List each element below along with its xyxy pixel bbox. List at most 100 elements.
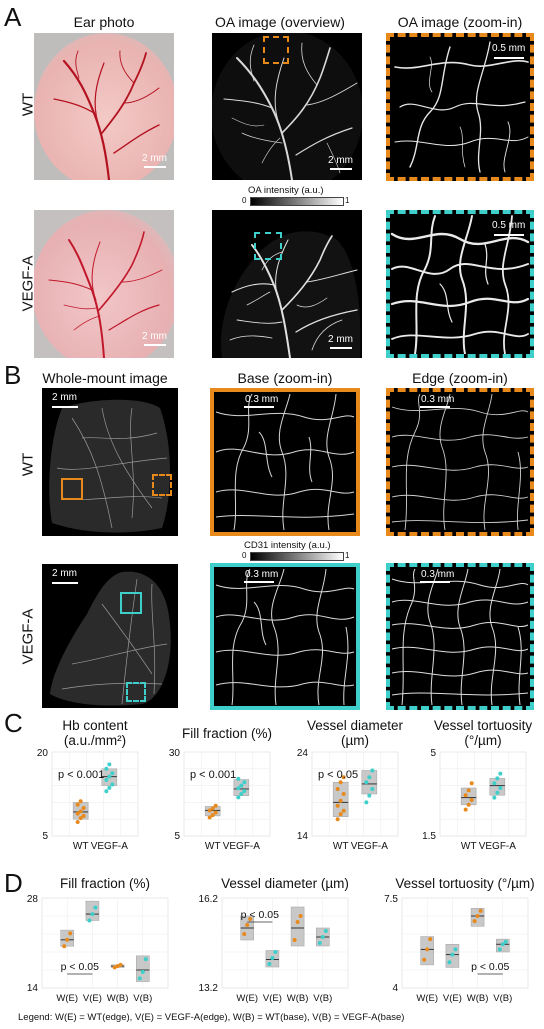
roi-box-wt bbox=[263, 36, 289, 64]
chart-title: Fill fraction (%) bbox=[182, 726, 272, 741]
chart-title: Vessel diameter (µm) bbox=[221, 876, 349, 891]
data-point bbox=[370, 786, 375, 791]
data-point bbox=[497, 947, 502, 952]
x-tick-label: WT bbox=[461, 841, 477, 852]
data-point bbox=[143, 957, 148, 962]
data-point bbox=[245, 923, 250, 927]
data-point bbox=[364, 780, 369, 785]
scale-text-zoom-vegf: 0.5 mm bbox=[492, 220, 526, 231]
col-title-oa-overview: OA image (overview) bbox=[215, 14, 345, 30]
plot-frame bbox=[51, 751, 139, 837]
data-point bbox=[115, 964, 120, 969]
x-tick-label: V(E) bbox=[83, 993, 102, 1004]
scalebar-oa-wt bbox=[330, 168, 352, 170]
data-point bbox=[478, 908, 483, 913]
oa-overview-wt: 2 mm bbox=[212, 33, 362, 180]
oa-overview-vegf: 2 mm bbox=[212, 210, 362, 358]
cd31-colorbar bbox=[250, 552, 344, 561]
roi-base-vegf bbox=[120, 592, 142, 614]
data-point bbox=[270, 956, 275, 960]
legend-text: Legend: W(E) = WT(edge), V(E) = VEGF-A(e… bbox=[18, 1012, 405, 1023]
data-point bbox=[469, 781, 474, 786]
scale-text-whole-wt: 2 mm bbox=[52, 392, 77, 403]
pvalue-text: p < 0.05 bbox=[318, 769, 358, 781]
cd31-colorbar-min: 0 bbox=[242, 551, 247, 560]
col-title-oa-zoom: OA image (zoom-in) bbox=[397, 14, 523, 30]
data-point bbox=[466, 802, 471, 807]
data-point bbox=[118, 962, 123, 967]
data-point bbox=[320, 935, 325, 939]
col-title-whole-mount: Whole-mount image bbox=[42, 370, 168, 386]
pvalue-text: p < 0.05 bbox=[61, 961, 99, 973]
data-point bbox=[213, 803, 218, 808]
y-tick-label: 13.2 bbox=[199, 983, 219, 994]
plot-frame bbox=[311, 751, 399, 837]
data-point bbox=[207, 815, 212, 820]
scalebar-edge-wt bbox=[420, 406, 450, 408]
data-point bbox=[503, 939, 508, 944]
scale-text-whole-vegf: 2 mm bbox=[52, 568, 77, 579]
x-tick-label: VEGF-A bbox=[91, 841, 129, 852]
data-point bbox=[492, 781, 497, 786]
scale-text-oa-vegf: 2 mm bbox=[328, 334, 353, 345]
data-point bbox=[207, 808, 212, 813]
y-tick-label: 14 bbox=[27, 983, 39, 994]
row-label-b-vegf: VEGF-A bbox=[19, 608, 37, 665]
data-point bbox=[469, 798, 474, 802]
scalebar-edge-vegf bbox=[420, 581, 450, 583]
data-point bbox=[338, 798, 343, 803]
data-point bbox=[62, 944, 67, 949]
roi-base-wt bbox=[61, 478, 83, 500]
data-point bbox=[107, 774, 112, 779]
scalebar-base-wt bbox=[244, 406, 274, 408]
data-point bbox=[425, 947, 430, 952]
scale-text-base-vegf: 0.3 mm bbox=[245, 569, 279, 580]
scalebar-zoom-vegf bbox=[494, 234, 524, 236]
data-point bbox=[472, 919, 477, 924]
base-zoom-wt: 0.3 mm bbox=[210, 388, 360, 536]
data-point bbox=[341, 775, 346, 780]
data-point bbox=[81, 806, 86, 810]
data-point bbox=[453, 947, 458, 952]
data-point bbox=[335, 817, 340, 822]
data-point bbox=[292, 938, 297, 942]
data-point bbox=[213, 810, 218, 815]
panel-letter-a: A bbox=[4, 2, 22, 32]
y-tick-label: 1.5 bbox=[422, 831, 436, 842]
ear-photo-wt: 2 mm bbox=[34, 33, 174, 180]
data-point bbox=[137, 976, 142, 981]
pvalue-text: p < 0.001 bbox=[190, 769, 236, 781]
data-point bbox=[104, 766, 109, 771]
data-point bbox=[90, 912, 95, 917]
data-point bbox=[242, 780, 247, 785]
y-tick-label: 5 bbox=[174, 831, 180, 842]
data-point bbox=[93, 905, 98, 910]
data-point bbox=[78, 809, 83, 814]
whole-mount-vegf: 2 mm bbox=[42, 564, 178, 708]
data-point bbox=[110, 771, 115, 776]
data-point bbox=[236, 795, 241, 800]
data-point bbox=[87, 918, 92, 923]
y-tick-label: 14 bbox=[297, 831, 309, 842]
scale-text-zoom-wt: 0.5 mm bbox=[492, 43, 526, 54]
data-point bbox=[338, 812, 343, 817]
pvalue-text: p < 0.001 bbox=[58, 769, 104, 781]
data-point bbox=[78, 799, 83, 804]
data-point bbox=[335, 786, 340, 791]
data-point bbox=[447, 960, 452, 965]
data-point bbox=[75, 802, 80, 807]
box-VEGF-A bbox=[361, 770, 378, 795]
x-tick-label: W(E) bbox=[416, 993, 438, 1004]
data-point bbox=[273, 950, 278, 954]
data-point bbox=[498, 771, 503, 776]
data-point bbox=[65, 937, 70, 942]
data-point bbox=[239, 783, 244, 788]
scale-text-photo-vegf: 2 mm bbox=[142, 331, 167, 342]
scalebar-oa-vegf bbox=[330, 347, 352, 349]
data-point bbox=[495, 776, 500, 781]
x-tick-label: WT bbox=[73, 841, 89, 852]
scale-text-edge-wt: 0.3 mm bbox=[421, 394, 455, 405]
x-tick-label: WT bbox=[333, 841, 349, 852]
data-point bbox=[498, 786, 503, 790]
edge-zoom-wt: 0.3 mm bbox=[386, 388, 534, 536]
